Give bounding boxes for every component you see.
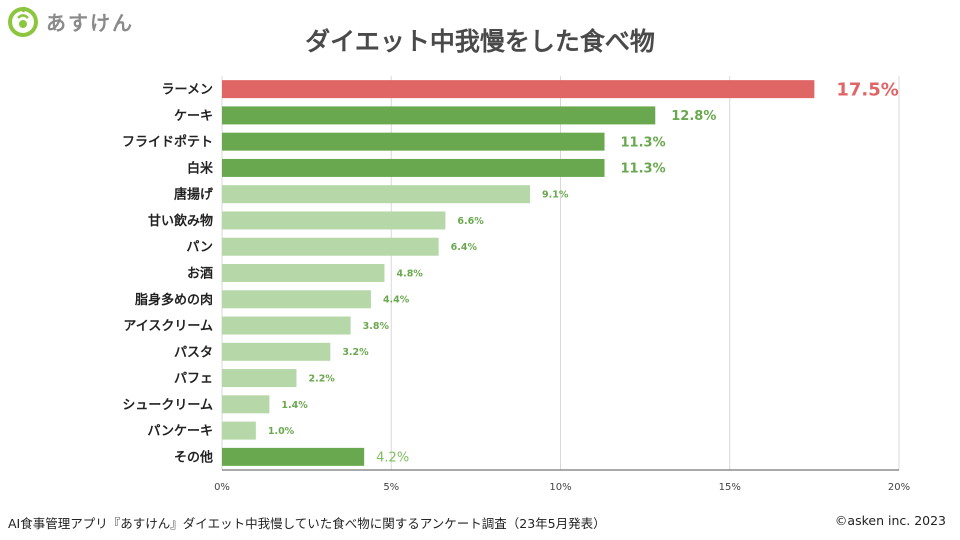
bar (222, 447, 365, 466)
category-label: 唐揚げ (174, 187, 214, 203)
category-label: 白米 (187, 160, 214, 176)
x-tick-label: 0% (214, 482, 230, 493)
category-label: アイスクリーム (123, 319, 213, 334)
category-label: その他 (174, 449, 213, 465)
bar (222, 342, 331, 361)
x-tick-label: 5% (383, 482, 399, 493)
bar (222, 158, 605, 177)
data-label: 11.3% (621, 135, 666, 150)
data-label: 17.5% (836, 80, 898, 101)
bar (222, 80, 815, 99)
apple-icon (8, 6, 38, 37)
category-label: 甘い飲み物 (148, 213, 213, 229)
x-tick-label: 10% (549, 482, 571, 493)
data-label: 1.4% (281, 400, 308, 411)
brand-name: あすけん (46, 10, 134, 35)
data-label: 1.0% (268, 426, 295, 437)
data-label: 12.8% (671, 109, 716, 124)
x-tick-label: 15% (719, 482, 741, 493)
bar (222, 421, 256, 440)
chart-title: ダイエット中我慢をした食べ物 (305, 27, 655, 56)
bar (222, 369, 297, 388)
data-label: 11.3% (621, 162, 666, 177)
data-label: 6.6% (457, 216, 484, 227)
data-label: 3.8% (363, 321, 390, 332)
data-label: 2.2% (308, 373, 335, 384)
x-tick-label: 20% (888, 482, 910, 493)
bar (222, 132, 605, 151)
category-label: フライドポテト (122, 134, 213, 150)
category-label: パスタ (174, 345, 213, 360)
data-label: 4.4% (383, 295, 410, 306)
data-label: 6.4% (451, 242, 478, 253)
data-label: 3.2% (342, 347, 369, 358)
category-label: お酒 (187, 267, 213, 282)
bar (222, 290, 371, 309)
bar (222, 395, 270, 414)
bar (222, 106, 656, 125)
bar (222, 211, 446, 230)
data-label: 4.8% (396, 268, 423, 279)
category-label: 脂身多めの肉 (134, 292, 213, 308)
data-label: 4.2% (376, 451, 409, 466)
category-label: ラーメン (162, 83, 213, 98)
copyright: ©asken inc. 2023 (834, 513, 946, 528)
category-label: シュークリーム (122, 398, 213, 413)
category-label: パフェ (174, 372, 213, 387)
bar (222, 316, 351, 335)
bar (222, 264, 385, 282)
bar (222, 237, 439, 256)
category-label: パン (186, 240, 213, 255)
brand-logo: あすけん (6, 4, 134, 38)
category-label: パンケーキ (147, 424, 213, 439)
data-label: 9.1% (542, 190, 569, 201)
bar (222, 185, 531, 204)
category-label: ケーキ (174, 109, 213, 124)
source-note: AI食事管理アプリ『あすけん』ダイエット中我慢していた食べ物に関するアンケート調… (8, 516, 606, 531)
